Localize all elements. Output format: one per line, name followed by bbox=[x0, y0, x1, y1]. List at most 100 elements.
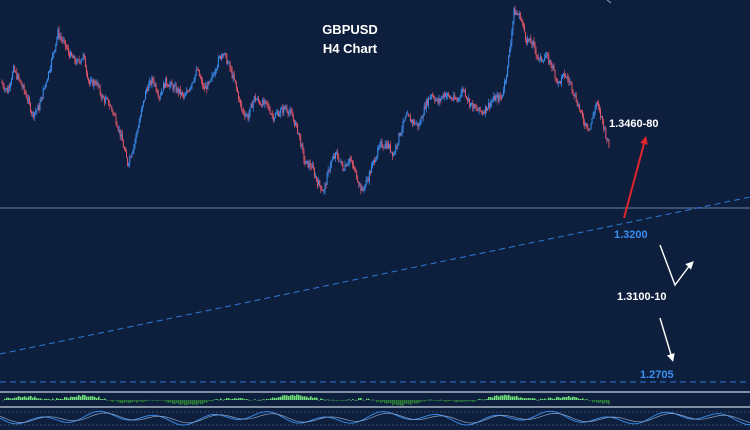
candle-body bbox=[163, 83, 164, 92]
candle-body bbox=[82, 54, 84, 59]
candle-body bbox=[207, 81, 209, 90]
histogram-bar bbox=[172, 400, 174, 404]
histogram-bar bbox=[2, 400, 4, 401]
candle-body bbox=[111, 106, 113, 110]
candle-body bbox=[72, 55, 74, 59]
histogram-bar bbox=[208, 400, 210, 401]
histogram-bar bbox=[312, 397, 314, 400]
candle-body bbox=[374, 159, 376, 163]
candle-body bbox=[104, 98, 106, 103]
histogram-bar bbox=[54, 399, 56, 401]
candle-body bbox=[310, 166, 312, 168]
candle-body bbox=[438, 98, 440, 104]
candle-body bbox=[31, 111, 33, 114]
candle-body bbox=[125, 149, 126, 152]
histogram-bar bbox=[282, 395, 284, 400]
candle-body bbox=[416, 123, 418, 124]
candle-body bbox=[20, 80, 22, 85]
candle-body bbox=[308, 162, 310, 168]
candle-body bbox=[440, 98, 442, 101]
histogram-bar bbox=[490, 397, 492, 400]
candle-body bbox=[252, 101, 254, 108]
candle-body bbox=[49, 71, 50, 73]
candle-body bbox=[452, 99, 454, 101]
candle-body bbox=[76, 59, 78, 64]
candle-body bbox=[267, 103, 269, 106]
candle-body bbox=[417, 123, 419, 127]
candle-body bbox=[397, 143, 399, 147]
histogram-bar bbox=[380, 400, 382, 403]
candle-body bbox=[118, 129, 120, 131]
histogram-bar bbox=[244, 399, 246, 400]
candle-body bbox=[376, 156, 378, 160]
histogram-bar bbox=[346, 399, 348, 401]
candle-body bbox=[229, 62, 231, 69]
candle-body bbox=[112, 109, 114, 114]
histogram-bar bbox=[596, 400, 598, 403]
histogram-bar bbox=[164, 400, 166, 401]
histogram-bar bbox=[444, 400, 446, 402]
histogram-bar bbox=[514, 396, 516, 400]
candle-body bbox=[590, 124, 592, 129]
candle-body bbox=[156, 90, 158, 94]
candle-body bbox=[458, 98, 460, 99]
histogram-bar bbox=[194, 400, 196, 405]
candle-body bbox=[355, 168, 357, 171]
histogram-bar bbox=[256, 400, 258, 401]
candle-body bbox=[304, 160, 306, 164]
histogram-bar bbox=[524, 398, 526, 400]
candle-body bbox=[56, 37, 58, 44]
candle-body bbox=[26, 97, 28, 101]
candle-body bbox=[468, 98, 470, 101]
candle-body bbox=[313, 169, 315, 177]
candle-body bbox=[379, 143, 381, 148]
candle-body bbox=[586, 123, 588, 128]
bearish-target-arrow bbox=[659, 317, 675, 362]
candle-body bbox=[189, 88, 191, 92]
candle-body bbox=[158, 96, 160, 98]
candle-body bbox=[432, 95, 434, 96]
histogram-bar bbox=[276, 397, 278, 400]
histogram-bar bbox=[370, 400, 372, 401]
candle-body bbox=[461, 89, 463, 93]
candle-body bbox=[138, 121, 140, 128]
candle-body bbox=[53, 52, 55, 55]
candle-body bbox=[203, 86, 205, 88]
candle-body bbox=[78, 59, 80, 62]
candle-body bbox=[411, 119, 413, 122]
candle-body bbox=[395, 145, 397, 153]
candle-body bbox=[149, 80, 151, 85]
candle-body bbox=[587, 127, 589, 129]
histogram-bar bbox=[504, 394, 506, 400]
candle-body bbox=[604, 128, 606, 129]
histogram-bar bbox=[36, 398, 38, 400]
candle-body bbox=[464, 90, 466, 97]
candle-body bbox=[179, 88, 181, 95]
histogram-bar bbox=[554, 398, 556, 400]
candle-body bbox=[155, 84, 157, 91]
candle-body bbox=[493, 95, 495, 101]
oscillator-pane bbox=[0, 408, 750, 430]
candle-body bbox=[273, 117, 275, 121]
candle-body bbox=[36, 109, 38, 112]
candle-body bbox=[92, 79, 94, 86]
candle-body bbox=[17, 74, 19, 79]
candle-body bbox=[282, 107, 284, 113]
candle-body bbox=[224, 53, 226, 55]
histogram-bar bbox=[130, 400, 132, 403]
candle-body bbox=[387, 142, 389, 149]
candle-body bbox=[233, 74, 235, 80]
candle-body bbox=[500, 97, 502, 99]
candle-body bbox=[268, 105, 270, 111]
candle-body bbox=[50, 68, 52, 72]
histogram-bar bbox=[70, 396, 72, 400]
histogram-bar bbox=[592, 400, 594, 403]
candle-body bbox=[11, 79, 12, 84]
histogram-bar bbox=[52, 398, 54, 400]
candle-body bbox=[540, 56, 542, 61]
candle-body bbox=[22, 85, 24, 87]
candle-body bbox=[301, 144, 303, 147]
candle-body bbox=[444, 93, 446, 97]
candle-body bbox=[120, 133, 122, 137]
histogram-bar bbox=[356, 399, 358, 401]
